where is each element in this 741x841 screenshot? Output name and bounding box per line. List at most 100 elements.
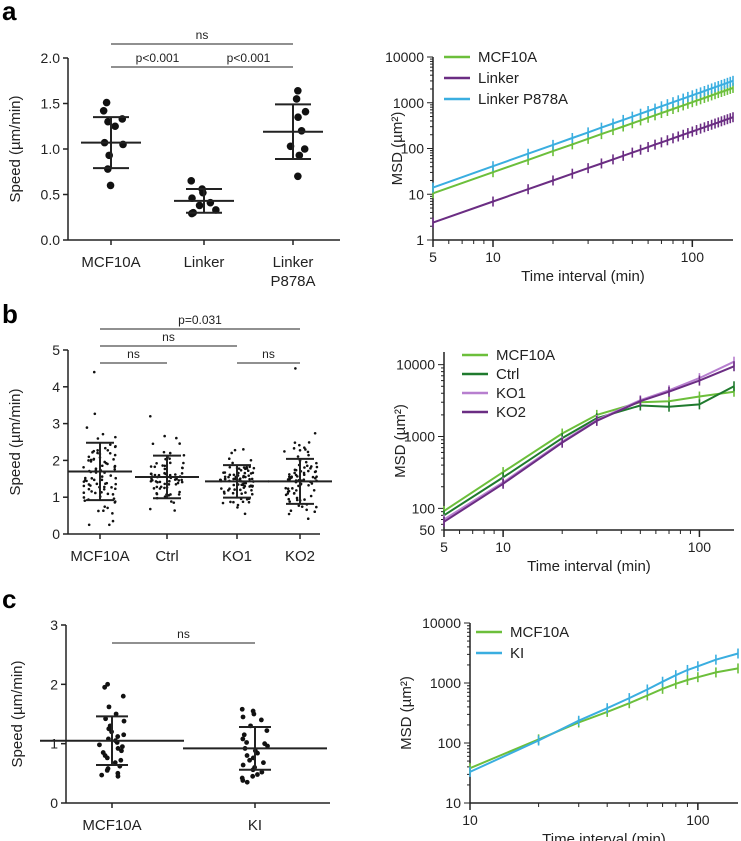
data-point [236, 503, 240, 507]
y-tick-label: 10 [408, 186, 424, 202]
x-tick-label: P878A [270, 273, 315, 290]
data-point [163, 434, 166, 438]
data-point [180, 478, 183, 482]
data-point [231, 491, 235, 495]
data-point [153, 473, 157, 477]
data-point [82, 491, 86, 495]
data-point [284, 486, 288, 490]
data-point [288, 473, 291, 476]
data-point [95, 482, 99, 486]
data-point [97, 742, 102, 748]
y-tick-label: 1.5 [41, 96, 61, 112]
data-point [298, 443, 301, 447]
data-point [158, 480, 162, 484]
data-point [244, 779, 250, 785]
data-point [99, 772, 105, 778]
y-tick-label: 0.5 [41, 187, 61, 203]
data-point [82, 465, 85, 469]
data-point [240, 778, 246, 783]
data-point [283, 450, 286, 453]
data-point [149, 472, 153, 476]
x-tick-label: KO2 [285, 548, 315, 565]
data-point [261, 760, 266, 766]
data-point [295, 151, 304, 160]
y-tick-label: 100 [412, 500, 436, 516]
data-point [177, 493, 181, 496]
data-point [293, 441, 297, 444]
y-axis-label: Speed (µm/min) [7, 388, 24, 495]
data-point [163, 486, 166, 490]
data-point [312, 489, 316, 492]
data-point [315, 465, 319, 469]
data-point [292, 492, 296, 495]
data-point [264, 728, 270, 734]
legend-label: MCF10A [478, 49, 537, 66]
data-point [115, 746, 121, 751]
data-point [223, 477, 227, 481]
data-point [109, 474, 113, 477]
series-line [443, 385, 735, 517]
data-point [240, 714, 246, 720]
data-point [232, 473, 236, 477]
data-point [94, 467, 98, 471]
data-point [221, 501, 225, 505]
significance-label: ns [177, 627, 190, 641]
data-point [242, 466, 246, 469]
data-point [287, 475, 291, 479]
data-point [161, 464, 164, 467]
data-point [313, 476, 317, 480]
data-point [153, 465, 157, 469]
panel-label-c: c [2, 584, 16, 614]
data-point [244, 481, 248, 485]
data-point [119, 744, 125, 750]
data-point [103, 446, 107, 450]
data-point [250, 489, 253, 492]
data-point [102, 98, 111, 107]
data-point [223, 471, 227, 474]
panel-label-b-text: b [2, 299, 18, 329]
data-point [244, 740, 249, 745]
data-point [115, 734, 121, 739]
data-point [87, 459, 90, 462]
data-point [242, 448, 245, 451]
data-point [114, 476, 118, 480]
data-point [114, 435, 117, 439]
data-point [258, 717, 264, 723]
y-tick-label: 1000 [404, 429, 435, 445]
data-point [313, 470, 317, 474]
data-point [87, 523, 91, 527]
data-point [307, 453, 310, 457]
data-point [152, 487, 156, 490]
data-point [300, 505, 304, 508]
data-point [102, 684, 108, 690]
data-point [151, 479, 154, 482]
data-point [300, 145, 309, 153]
y-tick-label: 1000 [393, 95, 424, 111]
chart-a-speed: 0.0 0.5 1.0 1.5 2.0 Speed (µm/min) MCF10A Linke… [7, 28, 340, 290]
data-point [92, 478, 96, 482]
data-point [223, 475, 227, 479]
data-point [82, 484, 86, 488]
x-tick-label: 10 [495, 539, 511, 555]
panel-label-c-text: c [2, 584, 16, 614]
data-point [103, 460, 106, 464]
data-point [174, 482, 178, 486]
data-point [241, 732, 247, 738]
data-point [106, 492, 110, 496]
data-point [90, 490, 93, 493]
data-point [110, 486, 113, 489]
x-tick-label: 5 [440, 539, 448, 555]
data-point [85, 426, 89, 429]
data-point [113, 453, 117, 457]
panel-label-b: b [2, 299, 18, 329]
data-point [244, 491, 247, 494]
data-point [250, 477, 254, 481]
data-point [94, 491, 97, 495]
data-point [106, 506, 109, 510]
data-point [180, 466, 184, 470]
y-tick-label: 10000 [422, 615, 461, 631]
chart-c-speed: 0 1 2 3 Speed (µm/min) MCF10A KI ns [9, 617, 330, 834]
significance-label: p<0.001 [227, 51, 271, 65]
panel-label-a-text: a [2, 0, 17, 26]
